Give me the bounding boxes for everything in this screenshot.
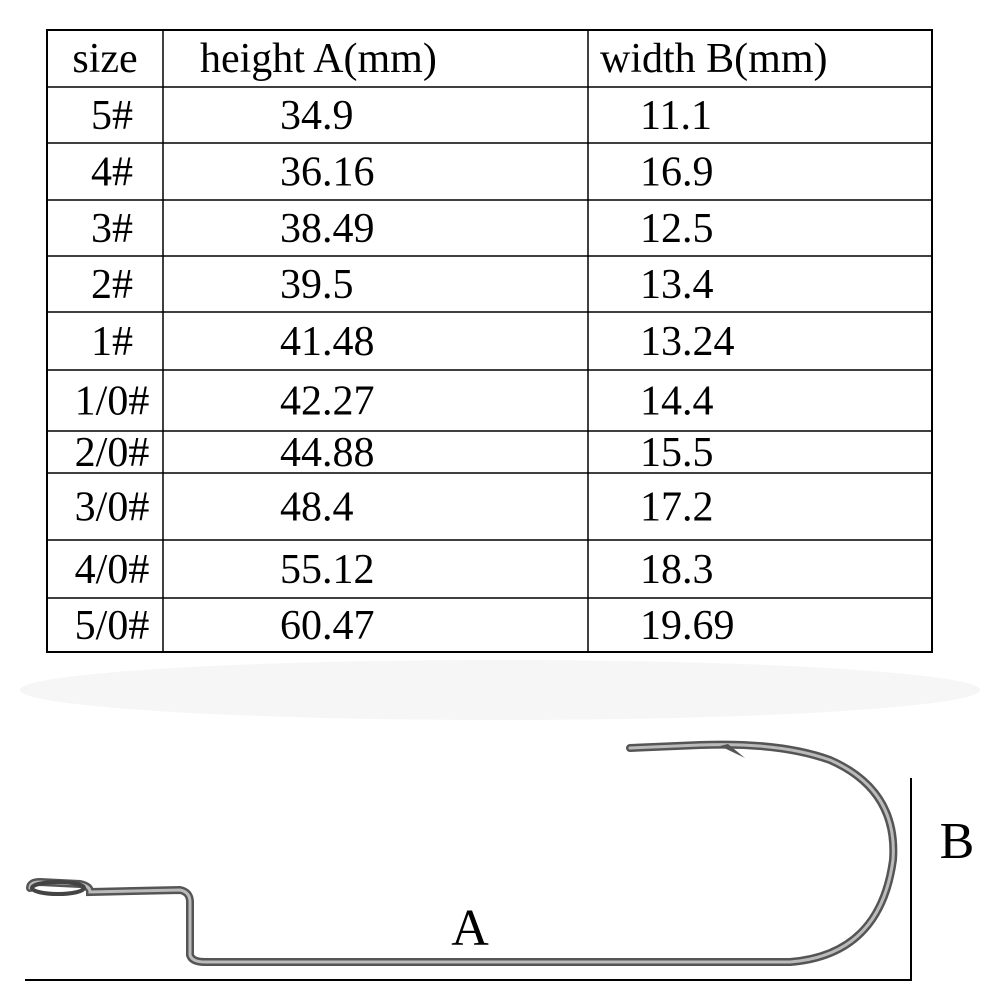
table-cell: 55.12: [280, 547, 375, 593]
label-a: A: [451, 900, 489, 957]
table-cell: 39.5: [280, 262, 354, 308]
table-cell: 42.27: [280, 379, 375, 425]
table-cell: 14.4: [640, 379, 714, 425]
table-cell: 1/0#: [75, 379, 150, 425]
table-cell: 17.2: [640, 485, 714, 531]
table-cell: 1#: [91, 319, 133, 365]
table-cell: 3/0#: [75, 485, 150, 531]
table-cell: 13.4: [640, 262, 714, 308]
table-cell: 13.24: [640, 319, 735, 365]
hook-eye: [30, 880, 86, 896]
table-cell: 18.3: [640, 547, 714, 593]
header-cell: size: [72, 36, 137, 82]
table-cell: 36.16: [280, 150, 375, 196]
table-cell: 34.9: [280, 93, 354, 139]
shadow: [20, 660, 980, 720]
table-cell: 12.5: [640, 206, 714, 252]
table-border: [46, 29, 933, 653]
barb: [720, 744, 745, 758]
table-cell: 19.69: [640, 603, 735, 649]
table-cell: 4/0#: [75, 547, 150, 593]
table-cell: 41.48: [280, 319, 375, 365]
table-cell: 60.47: [280, 603, 375, 649]
size-table: size height A(mm) width B(mm) 5# 34.9 11.1 4# 3…: [46, 29, 933, 653]
header-cell: height A(mm): [200, 36, 437, 82]
table-cell: 48.4: [280, 485, 354, 531]
table-cell: 2/0#: [75, 430, 150, 476]
table-cell: 4#: [91, 150, 133, 196]
table-cell: 2#: [91, 262, 133, 308]
table-cell: 5#: [91, 93, 133, 139]
table-cell: 44.88: [280, 430, 375, 476]
table-cell: 11.1: [640, 93, 712, 139]
table-cell: 15.5: [640, 430, 714, 476]
label-b: B: [940, 813, 975, 870]
table-cell: 5/0#: [75, 603, 150, 649]
hook-highlight: [28, 743, 895, 964]
table-cell: 38.49: [280, 206, 375, 252]
table-cell: 3#: [91, 206, 133, 252]
table-cell: 16.9: [640, 150, 714, 196]
hook-diagram: A B: [20, 660, 980, 981]
header-cell: width B(mm): [600, 36, 828, 82]
